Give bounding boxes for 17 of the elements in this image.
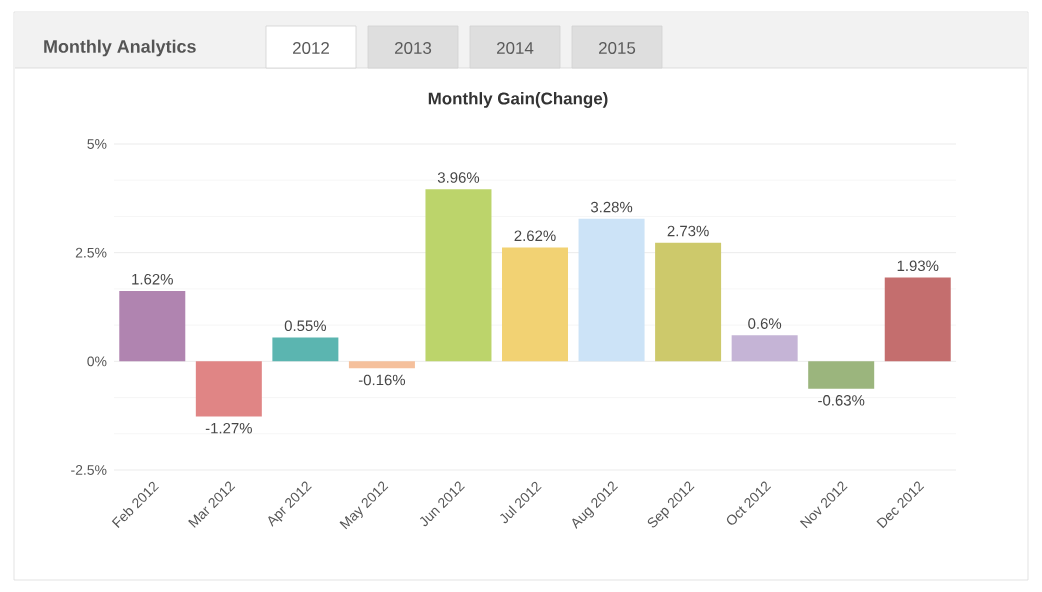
text: Monthly Analytics [44, 39, 196, 57]
bar [425, 189, 492, 362]
chart-title: Monthly Gain(Change) [428, 92, 608, 108]
text: 2015 [599, 42, 636, 54]
bar [272, 337, 339, 362]
bar [502, 247, 569, 362]
text: 2014 [497, 42, 534, 54]
bar [348, 361, 415, 369]
bar [655, 242, 722, 362]
text: 2012 [293, 42, 329, 54]
text: 2013 [395, 42, 432, 54]
bar [808, 361, 875, 389]
bar [731, 335, 798, 362]
bar [578, 218, 645, 362]
bar [119, 290, 186, 362]
bar [884, 277, 951, 362]
bar [195, 361, 262, 417]
